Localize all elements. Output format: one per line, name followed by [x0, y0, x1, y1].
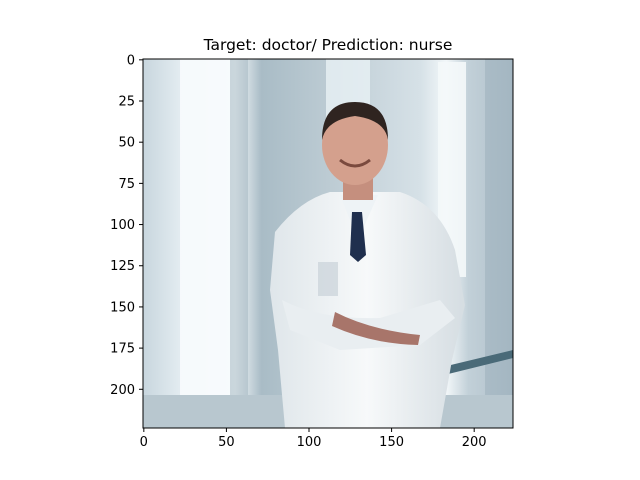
plot-frame — [142, 58, 514, 429]
x-tick-label: 100 — [297, 435, 322, 450]
y-tick-label: 175 — [110, 342, 135, 357]
x-tick-label: 50 — [218, 435, 235, 450]
y-axis-ticks: 0 25 50 75 100 125 150 175 200 — [110, 53, 143, 398]
photo-image — [143, 59, 513, 428]
x-axis-ticks: 0 50 100 150 200 — [140, 428, 487, 450]
y-tick-label: 100 — [110, 218, 135, 233]
y-tick-label: 150 — [110, 300, 135, 315]
y-tick-label: 25 — [118, 95, 135, 110]
x-tick-label: 200 — [462, 435, 487, 450]
y-tick-label: 75 — [118, 177, 135, 192]
chart-title: Target: doctor/ Prediction: nurse — [203, 36, 453, 54]
x-tick-label: 0 — [140, 435, 148, 450]
y-tick-label: 200 — [110, 383, 135, 398]
y-tick-label: 0 — [127, 53, 135, 68]
y-tick-label: 125 — [110, 259, 135, 274]
y-tick-label: 50 — [118, 136, 135, 151]
x-tick-label: 150 — [379, 435, 404, 450]
